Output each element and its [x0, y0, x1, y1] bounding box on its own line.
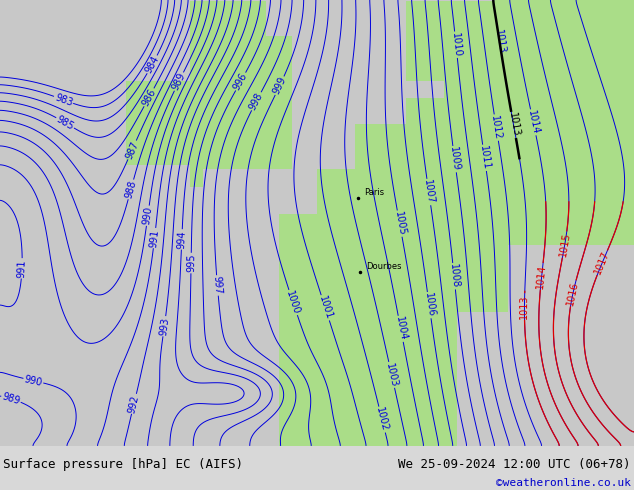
- Text: 1016: 1016: [566, 280, 580, 306]
- Text: ©weatheronline.co.uk: ©weatheronline.co.uk: [496, 478, 631, 488]
- Text: 984: 984: [143, 54, 161, 75]
- Text: 997: 997: [212, 276, 223, 295]
- Text: 998: 998: [248, 91, 265, 112]
- Text: 1012: 1012: [489, 115, 503, 141]
- Text: 988: 988: [124, 179, 138, 199]
- Text: 1003: 1003: [384, 362, 399, 388]
- Text: 1004: 1004: [394, 316, 408, 342]
- Text: 1008: 1008: [448, 264, 460, 289]
- Text: 1015: 1015: [558, 232, 572, 258]
- Text: 989: 989: [171, 71, 188, 92]
- Text: 990: 990: [141, 206, 154, 225]
- Text: 994: 994: [176, 230, 187, 249]
- Text: 1000: 1000: [285, 289, 302, 316]
- Text: Dourbes: Dourbes: [366, 262, 402, 270]
- Text: 1013: 1013: [493, 29, 507, 55]
- Text: 1010: 1010: [450, 32, 462, 57]
- Text: 1009: 1009: [448, 147, 461, 172]
- Text: 1006: 1006: [423, 293, 436, 318]
- Text: 995: 995: [186, 254, 197, 272]
- Text: 1011: 1011: [478, 145, 491, 171]
- Text: 1002: 1002: [374, 406, 390, 433]
- Text: Surface pressure [hPa] EC (AIFS): Surface pressure [hPa] EC (AIFS): [3, 458, 243, 471]
- Text: We 25-09-2024 12:00 UTC (06+78): We 25-09-2024 12:00 UTC (06+78): [398, 458, 631, 471]
- Text: 989: 989: [1, 391, 22, 406]
- Text: 991: 991: [148, 228, 160, 248]
- Text: 1014: 1014: [536, 264, 548, 289]
- Text: 1013: 1013: [519, 294, 529, 319]
- Text: Paris: Paris: [365, 188, 385, 197]
- Text: 1005: 1005: [392, 211, 407, 237]
- Text: 996: 996: [232, 71, 250, 92]
- Text: 991: 991: [16, 259, 27, 278]
- Text: 999: 999: [271, 75, 288, 96]
- Text: 1014: 1014: [526, 109, 541, 135]
- Text: 993: 993: [158, 317, 171, 336]
- Text: 1013: 1013: [507, 112, 521, 138]
- Text: 992: 992: [127, 393, 141, 414]
- Text: 985: 985: [55, 114, 75, 132]
- Text: 983: 983: [53, 92, 74, 108]
- Text: 1017: 1017: [593, 249, 612, 276]
- Text: 986: 986: [140, 87, 158, 108]
- Text: 1001: 1001: [317, 294, 333, 321]
- Text: 1007: 1007: [422, 179, 436, 205]
- Text: 990: 990: [23, 374, 44, 388]
- Text: 987: 987: [124, 140, 140, 160]
